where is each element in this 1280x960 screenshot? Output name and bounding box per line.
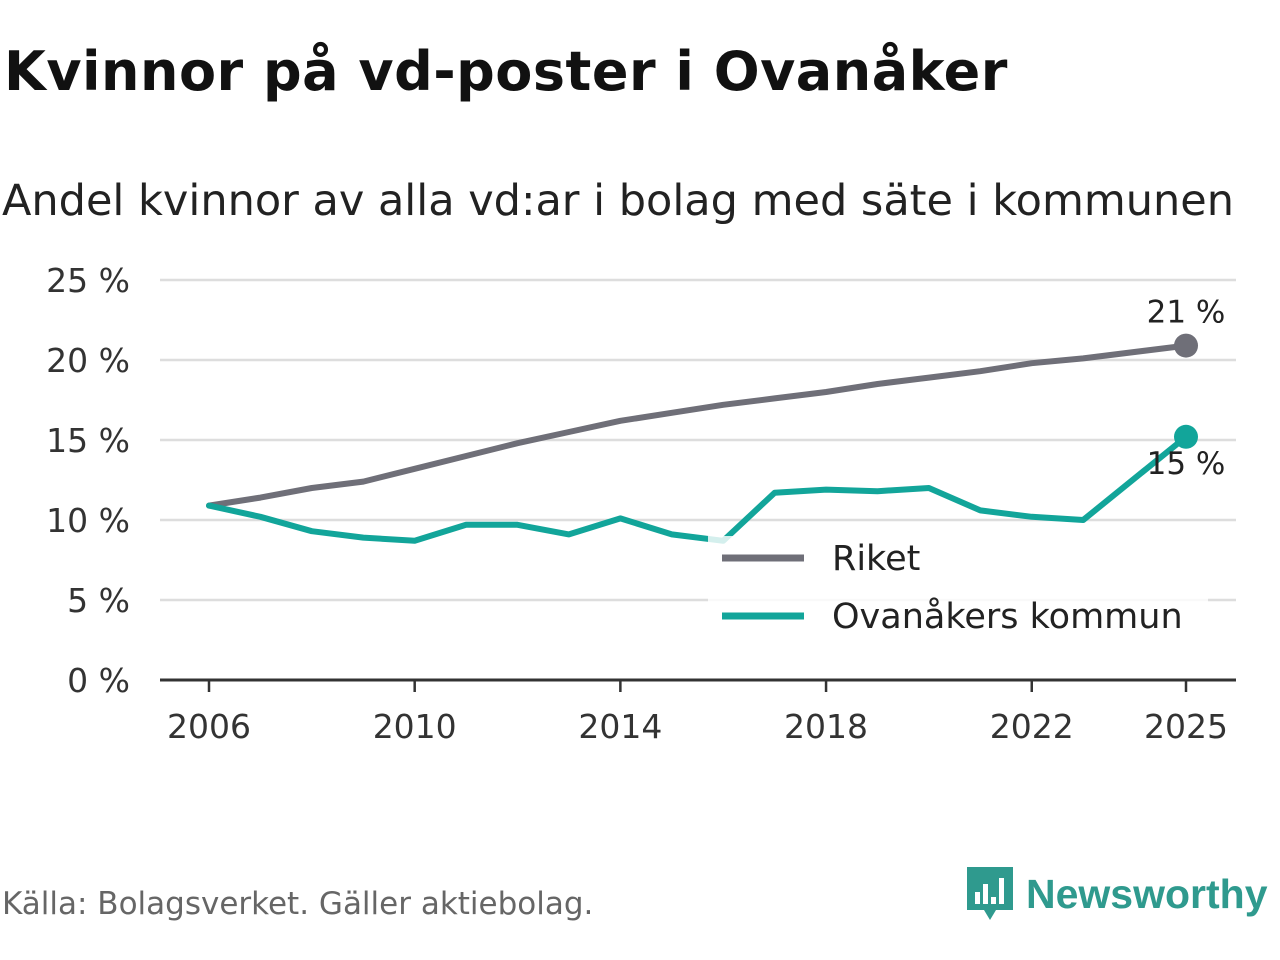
end-value-label: 15 % (1147, 446, 1226, 482)
newsworthy-logo[interactable]: Newsworthy (964, 864, 1268, 924)
legend-label: Ovanåkers kommun (832, 596, 1183, 637)
y-tick-label: 10 % (46, 501, 130, 540)
legend: Riket Ovanåkers kommun (708, 536, 1208, 642)
chart-subtitle: Andel kvinnor av alla vd:ar i bolag med … (2, 176, 1234, 226)
chart-title: Kvinnor på vd-poster i Ovanåker (4, 40, 1008, 103)
legend-label: Riket (832, 539, 920, 579)
x-tick-label: 2014 (578, 707, 662, 746)
series-line-ovanaker (206, 433, 1189, 544)
y-tick-label: 25 % (46, 261, 130, 300)
series-end-markers: 21 % 15 % (1147, 295, 1226, 482)
y-tick-label: 5 % (67, 581, 130, 620)
series-line-riket (206, 342, 1189, 509)
y-tick-label: 20 % (46, 341, 130, 380)
end-value-label: 21 % (1147, 295, 1226, 331)
x-tick-label: 2018 (784, 707, 868, 746)
end-point-marker (1174, 333, 1198, 358)
x-tick-label: 2022 (990, 707, 1074, 746)
series-lines (206, 342, 1189, 544)
y-tick-label: 0 % (67, 661, 130, 700)
logo-text: Newsworthy (1026, 870, 1268, 917)
legend-background (708, 536, 1208, 642)
x-tick-label: 2025 (1144, 707, 1228, 746)
end-point-marker (1174, 424, 1198, 449)
y-tick-label: 15 % (46, 421, 130, 460)
x-axis: 2006 2010 2014 2018 2022 2025 (160, 678, 1236, 746)
x-tick-label: 2010 (373, 707, 457, 746)
x-tick-label: 2006 (167, 707, 251, 746)
line-chart: 0 %5 %10 %15 %20 %25 % 2006 2010 2014 2018 2… (46, 261, 1236, 746)
newsworthy-bar-chart-icon (967, 867, 1013, 920)
y-axis-tick-labels: 0 % 5 % 10 % 15 % 20 % 25 % (46, 261, 130, 700)
source-note: Källa: Bolagsverket. Gäller aktiebolag. (2, 886, 594, 922)
